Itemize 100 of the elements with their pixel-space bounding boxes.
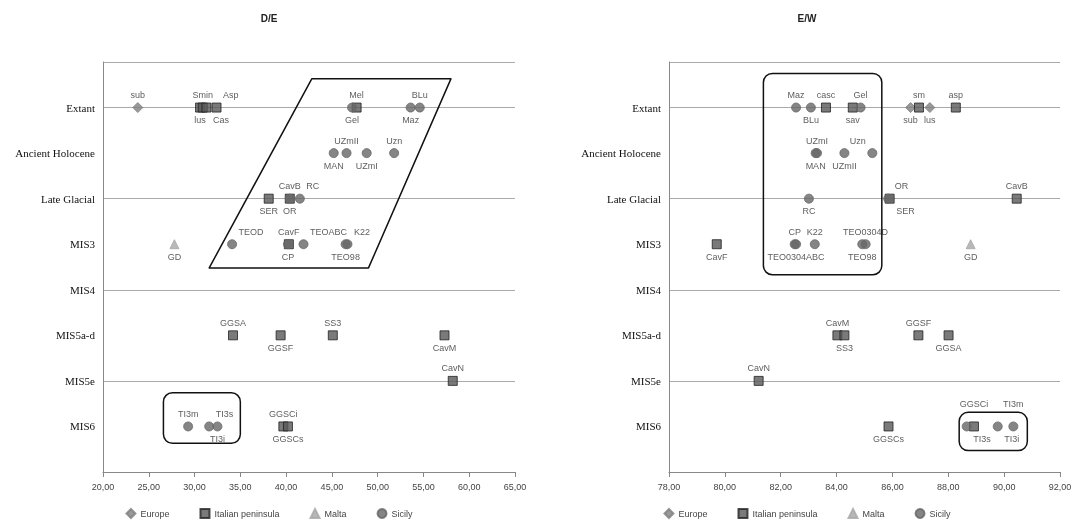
data-label: K22 (806, 226, 823, 237)
chart-title: D/E (260, 12, 278, 24)
y-tick-label: MIS5e (65, 374, 96, 387)
x-tick-label: 90,00 (992, 481, 1016, 492)
data-label: Cas (212, 115, 230, 126)
legend-label: Europe (678, 508, 708, 519)
data-label: GGSCs (873, 433, 905, 444)
y-tick-label: Ancient Holocene (581, 147, 662, 160)
data-label: UZmI (355, 160, 378, 171)
legend-label: Europe (140, 508, 170, 519)
x-tick-label: 92,00 (1048, 481, 1072, 492)
data-label: MAN (805, 160, 826, 171)
data-label: TEOABC (310, 226, 348, 237)
data-label: Asp (223, 90, 239, 101)
y-tick-label: Ancient Holocene (15, 147, 96, 160)
data-label: CavF (706, 251, 729, 262)
data-label: sub (903, 115, 918, 126)
data-label: Gel (345, 115, 360, 126)
data-label: casc (816, 90, 836, 101)
data-label: BLu (802, 115, 819, 126)
data-label: sav (845, 115, 861, 126)
data-label: SER (896, 206, 916, 217)
legend-label: Malta (862, 508, 885, 519)
y-tick-label: MIS5e (631, 374, 662, 387)
y-tick-label: Extant (632, 101, 661, 114)
data-label: GGSCi (269, 408, 298, 419)
data-label: MAN (323, 160, 344, 171)
data-label: GGSCi (959, 398, 989, 409)
data-label: TEO98 (331, 251, 360, 262)
data-label: GGSA (220, 317, 247, 328)
data-label: GD (963, 251, 978, 262)
legend-label: Italian peninsula (752, 508, 818, 519)
data-label: RC (306, 181, 320, 192)
legend-label: Malta (324, 508, 347, 519)
data-label: lus (194, 115, 207, 126)
x-tick-label: 30,00 (183, 481, 206, 492)
data-label: GGSA (935, 342, 962, 353)
data-label: lus (924, 115, 937, 126)
y-tick-label: MIS4 (69, 283, 96, 296)
y-tick-label: Late Glacial (40, 192, 95, 205)
data-label: OR (894, 181, 909, 192)
data-label: TI3s (973, 433, 992, 444)
data-label: BLu (411, 90, 428, 101)
data-label: K22 (353, 226, 370, 237)
x-tick-label: 65,00 (503, 481, 527, 492)
y-tick-label: MIS6 (69, 420, 96, 433)
data-label: TEOD (238, 226, 265, 237)
data-label: TI3m (177, 408, 199, 419)
data-label: UZmII (334, 135, 359, 146)
x-tick-label: 50,00 (366, 481, 389, 492)
data-label: GD (167, 251, 182, 262)
data-label: CavN (441, 363, 464, 374)
y-tick-label: MIS5a-d (621, 329, 662, 342)
chart-title: E/W (797, 12, 817, 24)
data-label: UZmII (832, 160, 857, 171)
data-label: CavF (278, 226, 301, 237)
x-tick-label: 20,00 (91, 481, 115, 492)
data-label: CP (788, 226, 801, 237)
data-label: Smin (192, 90, 214, 101)
x-tick-label: 25,00 (137, 481, 161, 492)
data-label: SS3 (324, 317, 342, 328)
data-label: TEO0304ABC (767, 251, 826, 262)
legend-label: Sicily (391, 508, 414, 519)
data-label: TI3s (215, 408, 234, 419)
x-tick-label: 86,00 (881, 481, 904, 492)
data-label: SER (259, 206, 279, 217)
y-tick-label: MIS3 (635, 238, 662, 251)
data-label: TI3i (209, 433, 225, 444)
x-tick-label: 88,00 (937, 481, 960, 492)
data-label: GGSF (267, 342, 294, 353)
data-label: CavM (432, 342, 457, 353)
x-tick-label: 35,00 (229, 481, 252, 492)
data-label: Gel (853, 90, 868, 101)
data-label: CP (281, 251, 295, 262)
data-label: CavM (825, 317, 850, 328)
data-label: CavB (1005, 181, 1028, 192)
legend-label: Sicily (929, 508, 952, 519)
legend-label: Italian peninsula (214, 508, 280, 519)
y-tick-label: Extant (66, 101, 95, 114)
data-label: asp (948, 90, 964, 101)
y-tick-label: MIS3 (69, 238, 96, 251)
data-label: TEO98 (848, 251, 877, 262)
data-label: CavB (278, 181, 301, 192)
data-label: GGSF (905, 317, 932, 328)
data-label: TI3i (1004, 433, 1020, 444)
x-tick-label: 78,00 (657, 481, 681, 492)
data-label: Uzn (386, 135, 403, 146)
data-label: TI3m (1003, 398, 1024, 409)
y-tick-label: MIS5a-d (55, 329, 96, 342)
x-tick-label: 84,00 (825, 481, 848, 492)
data-label: sm (912, 90, 925, 101)
data-label: OR (283, 206, 298, 217)
x-tick-label: 82,00 (769, 481, 792, 492)
data-label: UZmI (806, 135, 829, 146)
y-tick-label: MIS4 (635, 283, 662, 296)
data-label: GGSCs (272, 433, 304, 444)
x-tick-label: 80,00 (713, 481, 737, 492)
y-tick-label: Late Glacial (606, 192, 661, 205)
data-label: Maz (787, 90, 806, 101)
x-tick-label: 40,00 (274, 481, 298, 492)
